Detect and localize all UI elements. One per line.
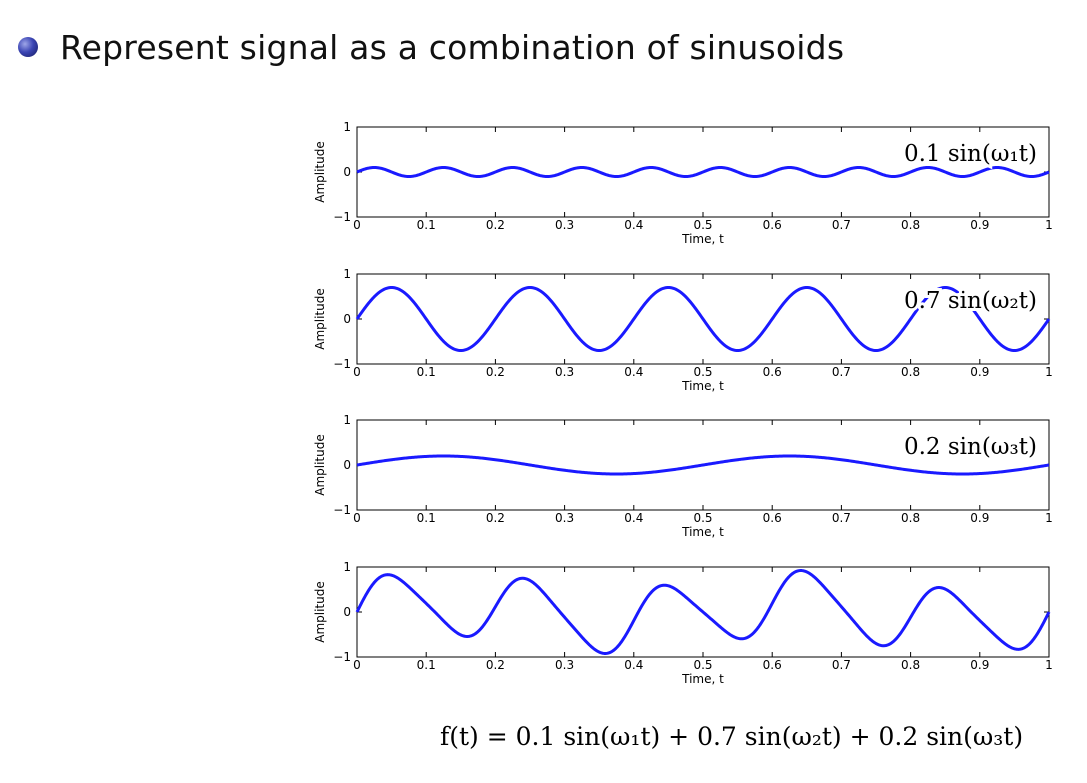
equation-label: 0.2 sin(ω₃t) [904,434,1037,460]
x-tick-label: 0.3 [555,218,574,232]
x-tick-label: 0.3 [555,511,574,525]
x-axis-label: Time, t [681,672,724,686]
x-tick-label: 0.4 [624,218,643,232]
x-tick-label: 0.5 [693,365,712,379]
bullet-item: Represent signal as a combination of sin… [18,22,844,72]
x-tick-label: 1 [1045,511,1053,525]
x-tick-label: 0.2 [486,365,505,379]
x-tick-label: 0.3 [555,365,574,379]
x-tick-label: 0.2 [486,218,505,232]
y-tick-label: 0 [343,312,351,326]
bullet-text: Represent signal as a combination of sin… [60,27,845,67]
x-tick-label: 0.1 [417,511,436,525]
series-line [355,569,1051,655]
series-line [355,286,1051,352]
x-tick-label: 0.1 [417,365,436,379]
x-tick-label: 0.6 [763,365,782,379]
x-tick-label: 0.9 [970,218,989,232]
x-tick-label: 0.6 [763,658,782,672]
y-tick-label: 1 [343,267,351,281]
x-tick-label: 0.7 [832,218,851,232]
x-tick-label: 0.9 [970,365,989,379]
x-tick-label: 0.5 [693,218,712,232]
bullet-icon [18,37,38,57]
x-tick-label: 0.1 [417,218,436,232]
y-tick-label: 1 [343,120,351,134]
x-axis-label: Time, t [681,525,724,539]
y-axis-label: Amplitude [313,434,327,496]
y-tick-label: −1 [333,210,351,224]
x-tick-label: 0 [353,658,361,672]
x-tick-label: 0.8 [901,218,920,232]
x-axis-label: Time, t [681,379,724,393]
x-tick-label: 0.6 [763,218,782,232]
y-tick-label: −1 [333,650,351,664]
x-tick-label: 1 [1045,658,1053,672]
y-tick-label: −1 [333,357,351,371]
equation-label: 0.7 sin(ω₂t) [904,288,1037,314]
x-tick-label: 0.7 [832,365,851,379]
x-tick-label: 0.8 [901,658,920,672]
y-tick-label: 0 [343,165,351,179]
x-tick-label: 0 [353,511,361,525]
x-tick-label: 1 [1045,365,1053,379]
x-tick-label: 0 [353,365,361,379]
x-tick-label: 0.8 [901,365,920,379]
x-tick-label: 0.1 [417,658,436,672]
combined-formula: f(t) = 0.1 sin(ω₁t) + 0.7 sin(ω₂t) + 0.2… [440,722,1024,751]
x-tick-label: 1 [1045,218,1053,232]
x-tick-label: 0.4 [624,365,643,379]
x-tick-label: 0.5 [693,511,712,525]
y-axis-label: Amplitude [313,141,327,203]
y-tick-label: −1 [333,503,351,517]
x-axis-label: Time, t [681,232,724,246]
series-line [356,166,1050,178]
y-tick-label: 0 [343,605,351,619]
x-tick-label: 0.9 [970,511,989,525]
y-axis-label: Amplitude [313,581,327,643]
y-axis-label: Amplitude [313,288,327,350]
x-tick-label: 0 [353,218,361,232]
x-tick-label: 0.5 [693,658,712,672]
x-tick-label: 0.3 [555,658,574,672]
x-tick-label: 0.7 [832,511,851,525]
x-tick-label: 0.6 [763,511,782,525]
x-tick-label: 0.2 [486,658,505,672]
x-tick-label: 0.2 [486,511,505,525]
series-line [356,454,1050,476]
x-tick-label: 0.8 [901,511,920,525]
y-tick-label: 1 [343,413,351,427]
x-tick-label: 0.4 [624,658,643,672]
equation-label: 0.1 sin(ω₁t) [904,141,1037,167]
x-tick-label: 0.4 [624,511,643,525]
y-tick-label: 1 [343,560,351,574]
x-tick-label: 0.7 [832,658,851,672]
y-tick-label: 0 [343,458,351,472]
x-tick-label: 0.9 [970,658,989,672]
